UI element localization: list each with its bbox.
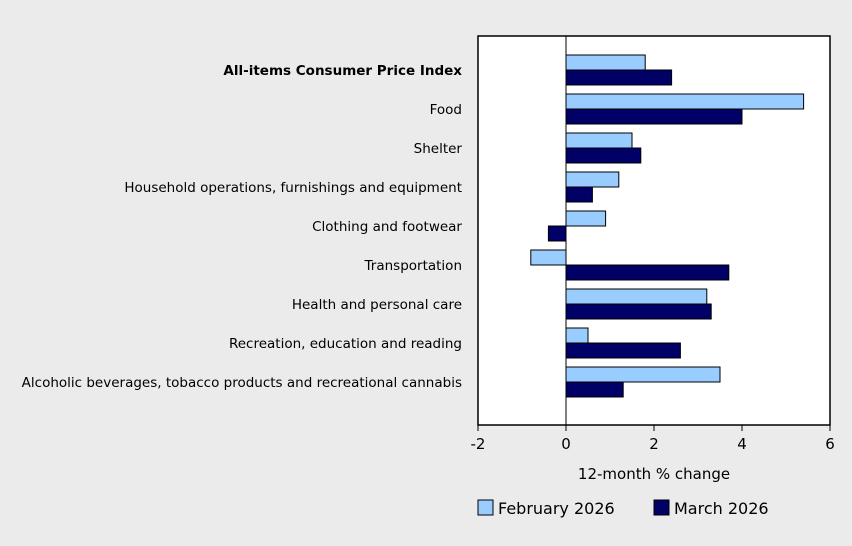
category-label: Food <box>430 102 462 118</box>
category-label: Alcoholic beverages, tobacco products an… <box>22 375 462 391</box>
legend: February 2026 March 2026 <box>477 499 769 518</box>
x-tick-label: 4 <box>737 435 747 453</box>
bar-march-5 <box>565 264 730 281</box>
legend-item-march: March 2026 <box>653 499 769 518</box>
bar-march-0 <box>565 69 673 86</box>
bar-february-8 <box>565 366 721 383</box>
bar-march-4 <box>547 225 567 242</box>
bar-february-5 <box>530 249 567 266</box>
bar-february-1 <box>565 93 805 110</box>
bar-march-6 <box>565 303 712 320</box>
bars-layer <box>530 36 805 425</box>
bar-march-8 <box>565 381 624 398</box>
bar-march-2 <box>565 147 642 164</box>
x-axis: -2 0 2 4 6 <box>471 425 835 453</box>
legend-item-february: February 2026 <box>477 499 615 518</box>
category-label: All-items Consumer Price Index <box>223 63 462 79</box>
bar-february-2 <box>565 132 633 149</box>
category-label: Health and personal care <box>292 297 462 313</box>
bar-march-7 <box>565 342 681 359</box>
bar-february-0 <box>565 54 646 71</box>
legend-swatch-march <box>653 499 670 516</box>
x-tick-label: 2 <box>649 435 659 453</box>
bar-february-6 <box>565 288 708 305</box>
category-label: Clothing and footwear <box>312 219 462 235</box>
bar-february-3 <box>565 171 620 188</box>
bar-february-4 <box>565 210 607 227</box>
legend-label-march: March 2026 <box>674 499 769 518</box>
category-label: Recreation, education and reading <box>229 336 462 352</box>
category-label: Shelter <box>414 141 463 157</box>
x-axis-title: 12-month % change <box>578 465 730 483</box>
category-label: Transportation <box>364 258 462 274</box>
category-labels: All-items Consumer Price Index Food Shelte… <box>22 63 463 391</box>
category-label: Household operations, furnishings and eq… <box>124 180 462 196</box>
bar-march-1 <box>565 108 743 125</box>
legend-swatch-february <box>477 499 494 516</box>
legend-label-february: February 2026 <box>498 499 615 518</box>
x-tick-label: -2 <box>471 435 486 453</box>
x-tick-label: 0 <box>561 435 571 453</box>
x-tick-label: 6 <box>825 435 835 453</box>
bar-march-3 <box>565 186 593 203</box>
bar-february-7 <box>565 327 589 344</box>
